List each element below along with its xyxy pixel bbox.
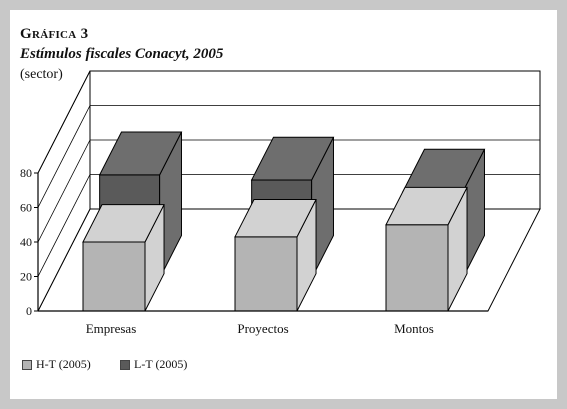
- x-tick-label-0: Empresas: [86, 321, 137, 336]
- chart-unit: (sector): [20, 67, 63, 82]
- y-tick-label-4: 80: [20, 166, 32, 180]
- x-tick-label-1: Proyectos: [237, 321, 288, 336]
- gridline-left-1: [37, 174, 91, 277]
- figure-label: Gráfica 3: [20, 26, 88, 43]
- bar-ht-1-front: [234, 236, 298, 312]
- bar-ht-0-top: [82, 204, 165, 243]
- bar-ht-1-top: [234, 198, 317, 238]
- gridline-left-3: [37, 105, 91, 208]
- gridline-left-4: [37, 70, 91, 174]
- legend-item-ht: H-T (2005): [22, 357, 91, 372]
- legend-label-lt: L-T (2005): [134, 357, 188, 371]
- legend-swatch-lt: [120, 359, 130, 370]
- y-tick-label-3: 60: [20, 201, 32, 215]
- gridline-left-2: [37, 139, 91, 243]
- x-tick-label-2: Montos: [394, 321, 434, 336]
- bar-ht-2-front: [385, 224, 449, 312]
- y-tick-label-0: 0: [26, 304, 32, 318]
- legend-swatch-ht: [22, 359, 32, 370]
- figure-label-text: Gráfica 3: [20, 26, 89, 42]
- bar-ht-0-front: [82, 241, 146, 312]
- legend-label-ht: H-T (2005): [36, 357, 91, 371]
- legend-item-lt: L-T (2005): [120, 357, 187, 372]
- bar-lt-1-top: [250, 136, 335, 181]
- y-tick-label-2: 40: [20, 235, 32, 249]
- bar-ht-2-top: [385, 186, 468, 226]
- chart-title: Estímulos fiscales Conacyt, 2005: [20, 46, 224, 62]
- bar-lt-0-top: [98, 131, 183, 176]
- y-tick-label-1: 20: [20, 270, 32, 284]
